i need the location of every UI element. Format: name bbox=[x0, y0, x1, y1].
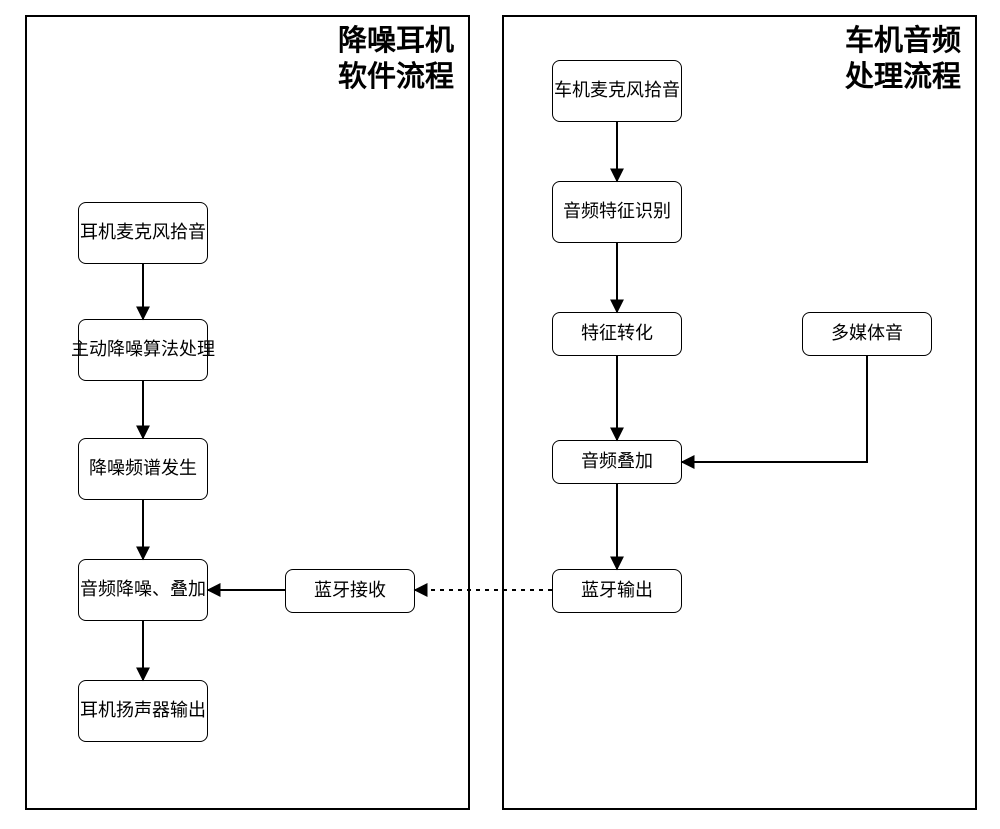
node-audio-overlay: 音频叠加 bbox=[552, 440, 682, 484]
node-earphone-speaker-out: 耳机扬声器 输出 bbox=[78, 680, 208, 742]
node-anc-algorithm: 主动降噪算 法处理 bbox=[78, 319, 208, 381]
panel-right-title: 车机音频 处理流程 bbox=[845, 23, 961, 96]
node-feature-transform: 特征转化 bbox=[552, 312, 682, 356]
flowchart-canvas: 降噪耳机 软件流程 车机音频 处理流程 耳机麦克风 拾音 主动降噪算 法处理 降… bbox=[0, 0, 1000, 829]
panel-left-title: 降噪耳机 软件流程 bbox=[338, 23, 454, 96]
node-multimedia-audio: 多媒体音 bbox=[802, 312, 932, 356]
node-bluetooth-output: 蓝牙输出 bbox=[552, 569, 682, 613]
node-earphone-mic-pickup: 耳机麦克风 拾音 bbox=[78, 202, 208, 264]
node-noise-spectrum-gen: 降噪频谱发 生 bbox=[78, 438, 208, 500]
node-bluetooth-receive: 蓝牙接收 bbox=[285, 569, 415, 613]
node-audio-denoise-overlay: 音频降噪、 叠加 bbox=[78, 559, 208, 621]
node-audio-feature-recognize: 音频特征识 别 bbox=[552, 181, 682, 243]
panel-right: 车机音频 处理流程 bbox=[502, 15, 977, 810]
node-car-mic-pickup: 车机麦克风 拾音 bbox=[552, 60, 682, 122]
